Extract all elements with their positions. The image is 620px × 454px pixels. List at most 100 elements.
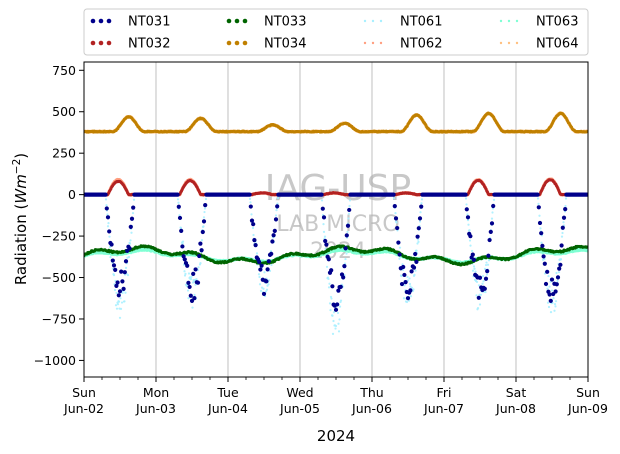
data-point (419, 211, 422, 214)
data-point (485, 261, 488, 264)
data-point (324, 247, 327, 250)
data-point (554, 305, 557, 308)
data-point (406, 275, 409, 278)
legend-item-NT063: NT063 (499, 15, 578, 30)
data-point (554, 300, 558, 303)
legend-marker (242, 18, 248, 24)
data-point (410, 286, 414, 289)
data-point (418, 220, 422, 223)
data-point (540, 241, 543, 244)
data-point (276, 196, 280, 200)
data-point (492, 198, 496, 201)
data-point (113, 288, 117, 292)
legend-marker (371, 19, 375, 23)
data-point (536, 197, 540, 200)
legend-marker (507, 19, 511, 23)
data-point (564, 197, 568, 200)
legend-marker (515, 19, 519, 23)
data-point (130, 231, 133, 234)
data-point (117, 300, 121, 303)
data-point (248, 197, 252, 200)
legend-marker (515, 41, 519, 45)
data-point (270, 263, 273, 267)
data-point (204, 197, 208, 201)
data-point (323, 235, 327, 238)
data-point (416, 242, 419, 245)
legend-item-NT061: NT061 (363, 15, 442, 30)
legend-label: NT032 (128, 37, 170, 52)
data-point (115, 291, 118, 295)
data-point (481, 275, 485, 278)
data-point (327, 277, 330, 281)
data-point (177, 201, 180, 204)
data-point (322, 223, 325, 226)
data-point (481, 282, 484, 285)
data-point (482, 280, 485, 283)
data-point (416, 238, 420, 241)
data-point (395, 221, 398, 224)
data-point (474, 270, 477, 273)
data-point (332, 311, 336, 314)
data-point (200, 239, 204, 242)
data-point (325, 265, 329, 268)
data-point (464, 197, 468, 200)
data-point (398, 246, 402, 249)
legend-marker (363, 41, 367, 45)
data-point (348, 204, 351, 208)
data-point (538, 214, 541, 217)
data-point (485, 273, 489, 276)
data-point (585, 129, 588, 133)
data-point (262, 287, 265, 290)
data-point (199, 261, 202, 265)
data-point (420, 198, 424, 201)
data-point (337, 322, 340, 325)
data-point (124, 266, 128, 269)
data-point (547, 305, 551, 309)
legend-frame (83, 8, 589, 56)
data-point (470, 249, 474, 253)
data-point (338, 305, 342, 308)
data-point (546, 301, 550, 304)
data-point (484, 290, 487, 294)
data-point (132, 198, 136, 201)
data-point (585, 249, 588, 253)
data-point (181, 240, 185, 243)
data-point (547, 274, 550, 278)
data-point (258, 275, 261, 279)
data-point (184, 272, 187, 275)
data-point (202, 225, 205, 228)
data-point (252, 233, 255, 237)
data-point (409, 295, 413, 298)
data-point (337, 330, 341, 333)
data-point (114, 304, 118, 307)
data-point (267, 279, 271, 282)
data-point (108, 245, 112, 249)
data-point (197, 266, 200, 269)
data-point (348, 199, 352, 202)
data-point (467, 223, 470, 226)
data-point (549, 311, 553, 314)
data-point (490, 217, 494, 220)
data-point (487, 259, 491, 262)
data-point (408, 277, 411, 280)
data-point (548, 285, 551, 288)
data-point (276, 202, 279, 205)
legend-label: NT033 (264, 15, 306, 30)
data-point (560, 235, 564, 238)
data-point (334, 324, 338, 328)
data-point (400, 274, 403, 278)
data-point (475, 280, 479, 284)
watermark-line-2: LAB MICRO (276, 212, 399, 237)
data-point (249, 201, 252, 204)
data-point (329, 309, 332, 312)
data-point (118, 316, 122, 319)
data-point (186, 289, 190, 292)
data-point (123, 300, 126, 303)
data-point (320, 199, 324, 202)
data-point (260, 286, 264, 289)
plot-background (84, 62, 588, 377)
legend-item-NT031: NT031 (90, 15, 170, 30)
data-point (115, 307, 119, 310)
